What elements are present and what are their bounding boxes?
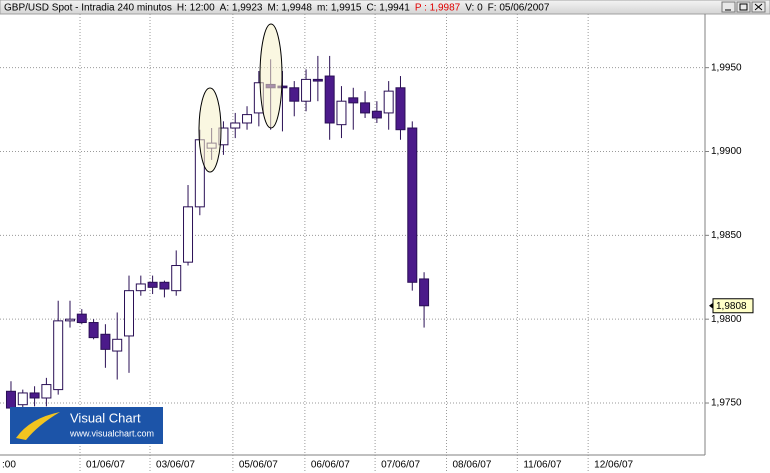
- highlight-ellipse: [259, 23, 283, 129]
- x-tick-label: 12/06/07: [594, 460, 633, 471]
- candle-body: [371, 110, 382, 119]
- minimize-button[interactable]: [721, 1, 736, 13]
- candle-body: [135, 283, 146, 292]
- candle-body: [53, 320, 64, 391]
- candle-body: [301, 78, 312, 102]
- maximize-button[interactable]: [736, 1, 751, 13]
- logo-swoosh: [16, 412, 60, 440]
- y-tick-label: 1,9950: [711, 62, 742, 73]
- header-field: A: 1,9923: [220, 2, 263, 13]
- candle-body: [100, 333, 111, 350]
- header-bar: [0, 0, 770, 15]
- candle-body: [407, 127, 418, 283]
- candle-body: [312, 78, 323, 82]
- last-value-pointer: [709, 302, 713, 309]
- candle-body: [88, 322, 99, 339]
- candle-body: [76, 313, 87, 324]
- x-tick-label: 01/06/07: [86, 460, 125, 471]
- y-tick-label: 1,9850: [711, 230, 742, 241]
- candle-body: [183, 206, 194, 263]
- x-tick-label: 07/06/07: [381, 460, 420, 471]
- candle-body: [41, 384, 52, 399]
- x-tick-label: 03/06/07: [156, 460, 195, 471]
- candle-body: [419, 278, 430, 307]
- candle-body: [383, 90, 394, 114]
- candle-body: [324, 75, 335, 124]
- candle-body: [230, 122, 241, 129]
- y-tick-label: 1,9750: [711, 398, 742, 409]
- candle-body: [159, 281, 170, 290]
- y-tick-label: 1,9800: [711, 314, 742, 325]
- x-tick-label: 11/06/07: [523, 460, 562, 471]
- candle-body: [147, 281, 158, 288]
- header-text: GBP/USD Spot - Intradia 240 minutos H: 12…: [4, 2, 550, 13]
- icon: [754, 3, 763, 11]
- header-field: V: 0: [465, 2, 483, 13]
- candle-body: [360, 102, 371, 114]
- window-buttons[interactable]: [721, 1, 766, 13]
- x-tick-label: 05/06/07: [239, 460, 278, 471]
- candle-body: [336, 100, 347, 126]
- last-value-label: 1,9808: [716, 301, 747, 312]
- y-tick-label: 1,9900: [711, 146, 742, 157]
- header-field: M: 1,9948: [267, 2, 312, 13]
- logo-name: Visual Chart: [70, 410, 141, 425]
- icon: [739, 3, 748, 11]
- x-tick-label: 06/06/07: [311, 460, 350, 471]
- candle-body: [395, 87, 406, 131]
- header-field: F: 05/06/2007: [488, 2, 550, 13]
- x-tick-label: 08/06/07: [453, 460, 492, 471]
- header-field: C: 1,9941: [366, 2, 410, 13]
- candle-body: [112, 338, 123, 352]
- logo-url: www.visualchart.com: [69, 428, 154, 438]
- candle-body: [289, 87, 300, 102]
- header-field: m: 1,9915: [317, 2, 362, 13]
- candle-body: [124, 290, 135, 337]
- candle-body: [171, 265, 182, 292]
- header-field: H: 12:00: [177, 2, 215, 13]
- candle-body: [29, 392, 40, 399]
- candle-body: [64, 318, 75, 322]
- chart-title: GBP/USD Spot - Intradia 240 minutos: [4, 2, 172, 13]
- candle-body: [348, 97, 359, 104]
- x-tick-label: :00: [2, 460, 16, 471]
- highlight-ellipse: [198, 87, 222, 173]
- header-field: P : 1,9987: [415, 2, 461, 13]
- logo: Visual Chart www.visualchart.com: [10, 407, 163, 444]
- candle-body: [5, 390, 16, 409]
- candle-body: [242, 114, 253, 124]
- candle-body: [17, 392, 28, 406]
